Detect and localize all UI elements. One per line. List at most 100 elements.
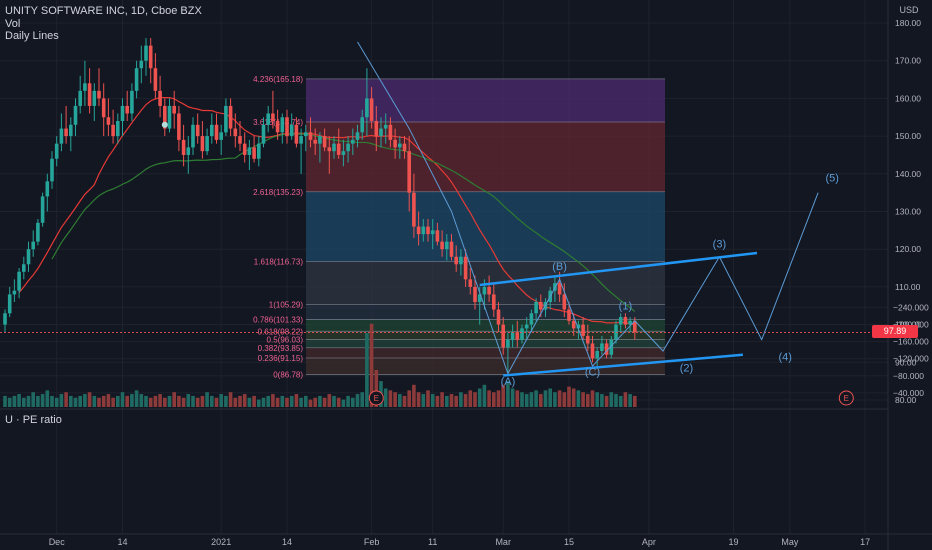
candle-body: [369, 98, 374, 122]
ma-legend[interactable]: Daily Lines: [5, 30, 59, 42]
wave-label[interactable]: (B): [552, 261, 567, 273]
volume-bar: [195, 397, 200, 407]
volume-bar: [181, 397, 186, 407]
currency-label[interactable]: USD: [899, 5, 919, 15]
trend-channel-line[interactable]: [479, 251, 758, 287]
fibonacci-extension[interactable]: 4.236(165.18)3.618(153.74)2.618(135.23)1…: [253, 75, 665, 380]
wave-label[interactable]: (2): [680, 363, 693, 375]
wave-label[interactable]: (1): [619, 301, 632, 313]
pe-tick-label[interactable]: −120.000: [893, 354, 929, 364]
volume-bar: [294, 394, 299, 407]
volume-bar: [562, 392, 567, 407]
candle-body: [623, 317, 628, 325]
candle-body: [78, 90, 82, 106]
fib-level-label[interactable]: 1(105.29): [269, 301, 304, 310]
time-tick-label[interactable]: Feb: [364, 537, 380, 547]
candle-body: [224, 105, 228, 133]
wave-label[interactable]: (A): [501, 376, 516, 388]
fib-level-label[interactable]: 0.786(101.33): [253, 316, 303, 325]
dividend-dot-icon[interactable]: [161, 121, 168, 128]
pe-tick-label[interactable]: −160.000: [893, 337, 929, 347]
fib-level-label[interactable]: 4.236(165.18): [253, 75, 303, 84]
pe-ratio-legend[interactable]: U · PE ratio: [5, 414, 62, 426]
candle-body: [87, 83, 92, 106]
price-tick-label[interactable]: 90.00: [895, 357, 917, 367]
time-tick-label[interactable]: 19: [728, 537, 738, 547]
wave-label[interactable]: (C): [585, 366, 600, 378]
volume-bar: [416, 392, 421, 407]
time-tick-label[interactable]: 11: [428, 537, 437, 547]
earnings-marker-label[interactable]: E: [374, 394, 379, 403]
price-tick-label[interactable]: 170.00: [895, 56, 921, 66]
candle-body: [539, 301, 543, 310]
volume-legend[interactable]: Vol: [5, 18, 21, 30]
pe-tick-label[interactable]: −200.000: [893, 320, 929, 330]
volume-bar: [383, 388, 388, 407]
candle-body: [130, 90, 134, 114]
fib-level-label[interactable]: 0(86.78): [273, 370, 303, 379]
price-tick-label[interactable]: 120.00: [895, 244, 921, 254]
price-tick-label[interactable]: 130.00: [895, 207, 921, 217]
fib-level-label[interactable]: 0.618(98.22): [258, 327, 304, 336]
fib-level-label[interactable]: 1.618(116.73): [254, 258, 304, 267]
candle-body: [393, 139, 397, 148]
volume-bar: [247, 397, 252, 407]
time-tick-label[interactable]: 17: [860, 537, 870, 547]
time-tick-label[interactable]: 2021: [211, 537, 231, 547]
time-tick-label[interactable]: Dec: [49, 537, 66, 547]
volume-bar: [313, 397, 317, 407]
price-tick-label[interactable]: 110.00: [895, 282, 921, 292]
volume-bar: [3, 395, 7, 407]
time-tick-label[interactable]: 15: [564, 537, 574, 547]
fib-level-label[interactable]: 0.382(93.85): [258, 344, 304, 353]
wave-label[interactable]: (3): [713, 238, 726, 250]
candle-body: [299, 136, 303, 144]
time-tick-label[interactable]: 14: [117, 537, 127, 547]
wave-path[interactable]: [357, 41, 819, 375]
time-tick-label[interactable]: Mar: [495, 537, 511, 547]
trend-channel-line[interactable]: [503, 353, 744, 377]
volume-bar: [501, 384, 505, 407]
time-tick-label[interactable]: May: [781, 537, 799, 547]
earnings-marker-icon[interactable]: [838, 390, 854, 406]
candle-body: [421, 226, 426, 235]
volume-bar: [482, 384, 487, 407]
pe-tick-label[interactable]: −40.000: [893, 388, 924, 398]
axes[interactable]: 180.00 170.00 160.00 150.00 140.00 130.00 120.…: [49, 18, 929, 547]
earnings-marker-label[interactable]: E: [844, 394, 849, 403]
price-tick-label[interactable]: 100.00: [895, 320, 921, 330]
candle-body: [590, 343, 595, 359]
fib-level-label[interactable]: 2.618(135.23): [253, 188, 303, 197]
current-price-tag: 97.89: [872, 325, 918, 338]
volume-bar: [609, 392, 614, 407]
fib-level-label[interactable]: 0.236(91.15): [258, 354, 304, 363]
fib-zone: [306, 331, 665, 340]
time-tick-label[interactable]: 14: [282, 537, 292, 547]
pe-tick-label[interactable]: −80.000: [893, 371, 924, 381]
volume-bar: [172, 392, 176, 407]
price-tick-label[interactable]: 150.00: [895, 131, 921, 141]
time-tick-label[interactable]: Apr: [642, 537, 656, 547]
volume-bar: [214, 397, 219, 407]
pe-tick-label[interactable]: −240.000: [893, 302, 929, 312]
price-tick-label[interactable]: 160.00: [895, 93, 921, 103]
candle-body: [379, 128, 383, 137]
wave-label[interactable]: (5): [825, 172, 838, 184]
symbol-title[interactable]: UNITY SOFTWARE INC, 1D, Cboe BZX: [5, 5, 202, 17]
volume-bar: [304, 395, 308, 407]
elliott-wave-drawing[interactable]: (A) (B) (C) (1) (2) (3) (4) (5): [357, 41, 839, 388]
candle-body: [111, 124, 115, 137]
wave-label[interactable]: (4): [778, 351, 791, 363]
price-tick-label[interactable]: 180.00: [895, 18, 921, 28]
price-tick-label[interactable]: 140.00: [895, 169, 921, 179]
candle-body: [50, 158, 54, 182]
fib-level-label[interactable]: 0.5(96.03): [267, 336, 304, 345]
price-tick-label[interactable]: 80.00: [895, 395, 917, 405]
fib-zone: [306, 78, 665, 123]
candle-body: [463, 256, 468, 280]
earnings-marker-icon[interactable]: [368, 390, 384, 406]
volume-bar: [604, 395, 609, 407]
volume-bar: [322, 397, 327, 407]
